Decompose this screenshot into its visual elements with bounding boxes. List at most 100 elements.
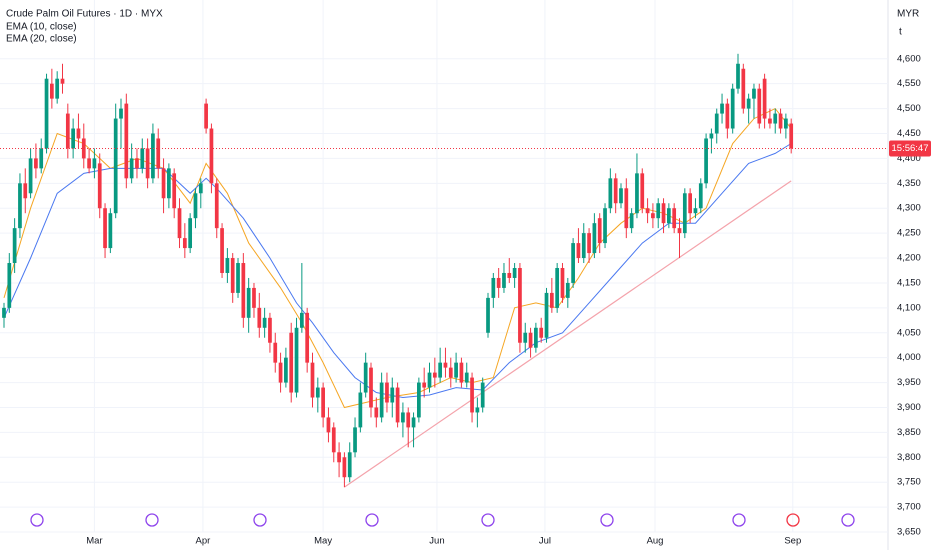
y-tick-label: 3,750 [897,477,921,488]
event-icon[interactable] [732,513,746,527]
candle-body [470,377,474,413]
candle-body [60,78,65,84]
candle-body [353,427,357,453]
candle-body [97,163,102,209]
trendline [344,180,792,488]
candle-body [677,228,682,234]
y-tick-label: 4,300 [897,203,921,214]
y-tick-label: 3,800 [897,452,921,463]
candle-body [422,382,427,388]
event-icon[interactable] [30,513,44,527]
candle-body [92,158,97,169]
candle-body [278,362,283,383]
candle-body [443,362,448,368]
candle-body [299,312,304,328]
x-tick-label: Sep [784,536,801,547]
x-tick-label: Jun [429,536,444,547]
candle-body [401,412,405,423]
candle-body [113,118,118,214]
candle-body [736,63,740,89]
candle-body [549,292,554,308]
y-tick-label: 4,350 [897,178,921,189]
candle-body [560,267,565,298]
candle-body [379,382,384,418]
event-icon[interactable] [145,513,159,527]
candle-body [124,103,129,179]
y-tick-label: 4,000 [897,352,921,363]
candle-body [581,233,586,259]
candle-body [656,203,661,219]
legend-entry: EMA (10, close) [6,22,77,33]
y-tick-label: 4,200 [897,253,921,264]
event-icon[interactable] [253,513,267,527]
candle-body [730,88,735,129]
candle-body [135,158,139,169]
candle-body [651,213,655,219]
unit-label[interactable]: t [899,27,902,38]
candle-body [390,387,395,403]
y-tick-label: 4,150 [897,277,921,288]
event-icon[interactable] [600,513,614,527]
candle-body [34,158,38,169]
candle-body [768,118,772,124]
candle-body [480,382,485,408]
candle-body [28,158,33,194]
candle-body [347,452,352,478]
event-icon[interactable] [841,513,855,527]
candle-body [784,118,788,129]
candle-body [507,272,512,278]
candle-body [273,342,278,363]
candle-body [193,193,198,219]
candle-body [385,382,389,403]
candle-body [44,78,49,149]
event-icon[interactable] [481,513,495,527]
candle-body [698,183,703,209]
candle-body [592,223,597,254]
candle-body [108,213,113,249]
y-tick-label: 3,850 [897,427,921,438]
candle-body [337,452,341,463]
candle-body [262,317,267,328]
candle-body [518,267,522,343]
candle-body [369,367,373,408]
candle-body [182,238,187,249]
candle-body [363,362,368,393]
candle-body [672,208,677,229]
candle-body [635,173,639,214]
candle-body [544,292,549,338]
candle-body [432,372,437,378]
legend-entry: EMA (20, close) [6,34,77,45]
candle-body [246,287,251,318]
candle-body [438,362,443,378]
candle-body [188,218,193,249]
candle-body [757,88,762,124]
chart-title: Crude Palm Oil Futures · 1D · MYX [6,9,163,20]
candle-body [704,138,708,184]
candle-body [65,113,70,149]
candle-body [374,407,379,418]
candle-body [71,128,75,149]
candle-body [305,312,310,363]
candle-body [76,128,81,139]
y-tick-label: 3,650 [897,527,921,538]
candle-body [87,158,91,169]
candle-body [268,317,272,343]
candle-body [395,387,400,423]
candle-body [289,332,294,393]
y-tick-label: 4,250 [897,228,921,239]
plot-area [0,53,888,488]
candle-body [321,387,325,418]
candle-body [603,208,607,244]
candle-body [555,267,560,308]
candle-body [129,158,134,179]
event-icon[interactable] [365,513,379,527]
y-tick-label: 3,700 [897,502,921,513]
event-icon[interactable] [786,513,800,527]
candle-body [294,327,299,393]
candle-body [486,297,490,333]
last-price-tag [889,140,931,157]
candle-body [12,228,17,264]
y-tick-label: 4,050 [897,327,921,338]
candle-body [39,148,44,169]
currency-label[interactable]: MYR [897,9,919,20]
